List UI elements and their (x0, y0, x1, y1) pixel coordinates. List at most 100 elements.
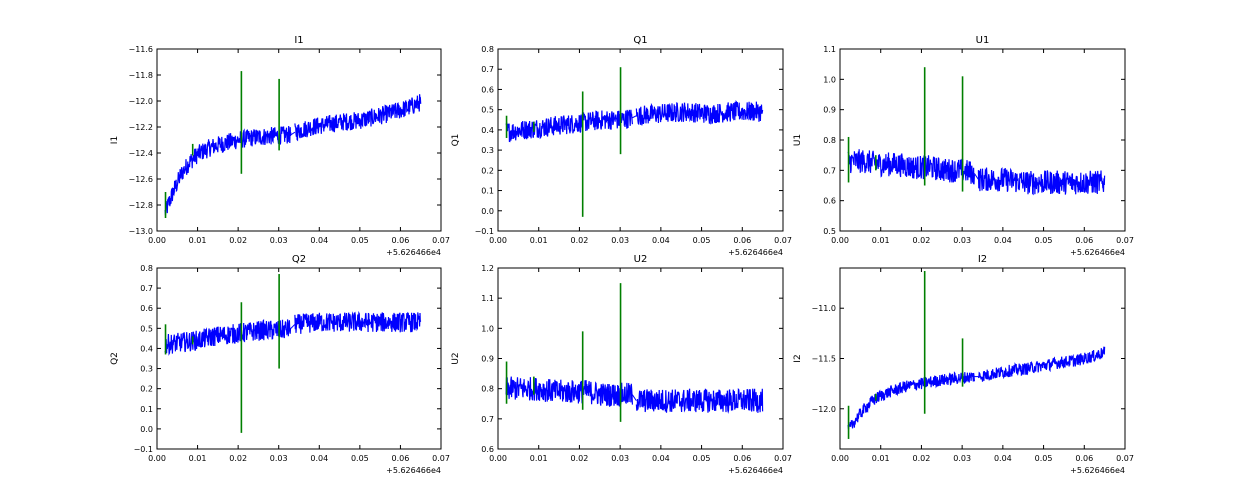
series-segment-1 (164, 125, 292, 216)
subplot-i1: 0.00 0.01 0.02 0.03 0.04 0.05 0.06 0.07 −13.0 −12… (110, 35, 450, 257)
y-axis-label: I1 (110, 136, 120, 144)
y-tick-label: 0.6 (481, 445, 494, 454)
y-tick-label: 0.1 (140, 405, 153, 414)
x-tick-label: 0.07 (1116, 236, 1134, 245)
series-segment-1 (164, 318, 292, 356)
x-tick-label: 0.01 (530, 236, 548, 245)
y-tick-label: 0.7 (140, 284, 153, 293)
plot-area (164, 71, 422, 218)
y-tick-label: 0.2 (140, 385, 153, 394)
x-tick-label: 0.02 (229, 454, 247, 463)
y-tick-label: −11.6 (128, 45, 153, 54)
series-segment-1 (505, 376, 633, 407)
y-tick-label: 0.5 (823, 227, 836, 236)
series-gap-line (973, 173, 979, 180)
y-axis-label: Q1 (451, 134, 461, 147)
series-segment-1 (847, 149, 975, 185)
y-tick-label: 0.8 (823, 136, 836, 145)
y-axis-label: I2 (793, 354, 803, 362)
x-offset-label: +5.626466e4 (728, 466, 783, 475)
y-tick-label: 1.1 (823, 45, 836, 54)
y-tick-label: 0.3 (140, 365, 153, 374)
y-tick-label: 1.0 (823, 75, 836, 84)
y-tick-label: 0.5 (140, 324, 153, 333)
x-tick-label: 0.02 (571, 454, 589, 463)
x-tick-label: 0.00 (148, 454, 166, 463)
y-tick-label: 0.4 (140, 344, 153, 353)
plot-area (505, 283, 764, 422)
y-axis-label: U2 (451, 352, 461, 364)
y-tick-label: 0.3 (481, 146, 494, 155)
x-offset-label: +5.626466e4 (1070, 248, 1125, 257)
axes-frame (156, 48, 442, 232)
x-tick-label: 0.04 (310, 454, 328, 463)
x-tick-label: 0.05 (693, 236, 711, 245)
axes-frame (839, 48, 1126, 232)
series-segment-1 (847, 371, 975, 430)
x-offset-label: +5.626466e4 (728, 248, 783, 257)
series-segment-2 (635, 100, 764, 126)
y-tick-label: −12.0 (811, 405, 836, 414)
plot-area (164, 274, 422, 433)
x-tick-label: 0.00 (489, 454, 507, 463)
x-tick-label: 0.06 (1075, 454, 1093, 463)
x-tick-label: 0.03 (611, 236, 629, 245)
series-segment-2 (294, 94, 422, 142)
y-tick-label: 0.4 (481, 126, 494, 135)
x-tick-label: 0.06 (392, 236, 410, 245)
y-tick-label: 1.2 (481, 264, 494, 273)
y-tick-label: 0.8 (481, 45, 494, 54)
x-tick-label: 0.02 (229, 236, 247, 245)
subplot-title: I2 (978, 254, 987, 265)
plot-area (505, 67, 764, 217)
x-tick-label: 0.06 (733, 236, 751, 245)
axes-frame (156, 267, 442, 450)
x-tick-label: 0.03 (953, 454, 971, 463)
subplot-title: Q2 (292, 254, 306, 265)
series-segment-2 (294, 310, 422, 334)
x-tick-label: 0.07 (774, 236, 792, 245)
x-tick-label: 0.07 (432, 454, 450, 463)
subplot-u1: 0.00 0.01 0.02 0.03 0.04 0.05 0.06 0.07 0.5 0.6 0.… (793, 35, 1134, 257)
x-tick-label: 0.01 (872, 454, 890, 463)
x-tick-label: 0.07 (1116, 454, 1134, 463)
y-tick-label: −0.1 (134, 445, 153, 454)
axes-frame (497, 267, 784, 450)
x-tick-label: 0.02 (571, 236, 589, 245)
subplot-q2: 0.00 0.01 0.02 0.03 0.04 0.05 0.06 0.07 −0.1 0.0 0… (110, 254, 450, 475)
axes-frame (497, 48, 784, 232)
x-tick-label: 0.01 (189, 236, 207, 245)
y-tick-label: −12.2 (128, 123, 153, 132)
x-tick-label: 0.04 (994, 454, 1012, 463)
plot-area (847, 67, 1106, 196)
y-tick-label: 0.9 (481, 355, 494, 364)
y-tick-label: 1.1 (481, 294, 494, 303)
x-tick-label: 0.00 (148, 236, 166, 245)
y-tick-label: 1.0 (481, 324, 494, 333)
series-segment-2 (635, 387, 764, 414)
x-tick-label: 0.01 (872, 236, 890, 245)
x-offset-label: +5.626466e4 (386, 466, 441, 475)
series-segment-1 (505, 109, 633, 143)
series-gap-line (290, 131, 296, 136)
x-tick-label: 0.01 (530, 454, 548, 463)
y-tick-label: −11.5 (811, 355, 836, 364)
x-tick-label: 0.05 (1035, 454, 1053, 463)
x-tick-label: 0.06 (733, 454, 751, 463)
x-tick-label: 0.04 (994, 236, 1012, 245)
x-tick-label: 0.05 (351, 454, 369, 463)
series-segment-2 (977, 167, 1106, 196)
x-tick-label: 0.01 (189, 454, 207, 463)
x-offset-label: +5.626466e4 (386, 248, 441, 257)
series-gap-line (632, 115, 637, 119)
y-tick-label: 0.2 (481, 166, 494, 175)
y-tick-label: −12.0 (128, 97, 153, 106)
x-tick-label: 0.05 (693, 454, 711, 463)
y-tick-label: −11.0 (811, 304, 836, 313)
y-axis-label: U1 (793, 134, 803, 146)
x-tick-label: 0.03 (270, 236, 288, 245)
y-tick-label: 0.7 (481, 415, 494, 424)
y-axis-label: Q2 (110, 352, 120, 365)
x-tick-label: 0.06 (1075, 236, 1093, 245)
